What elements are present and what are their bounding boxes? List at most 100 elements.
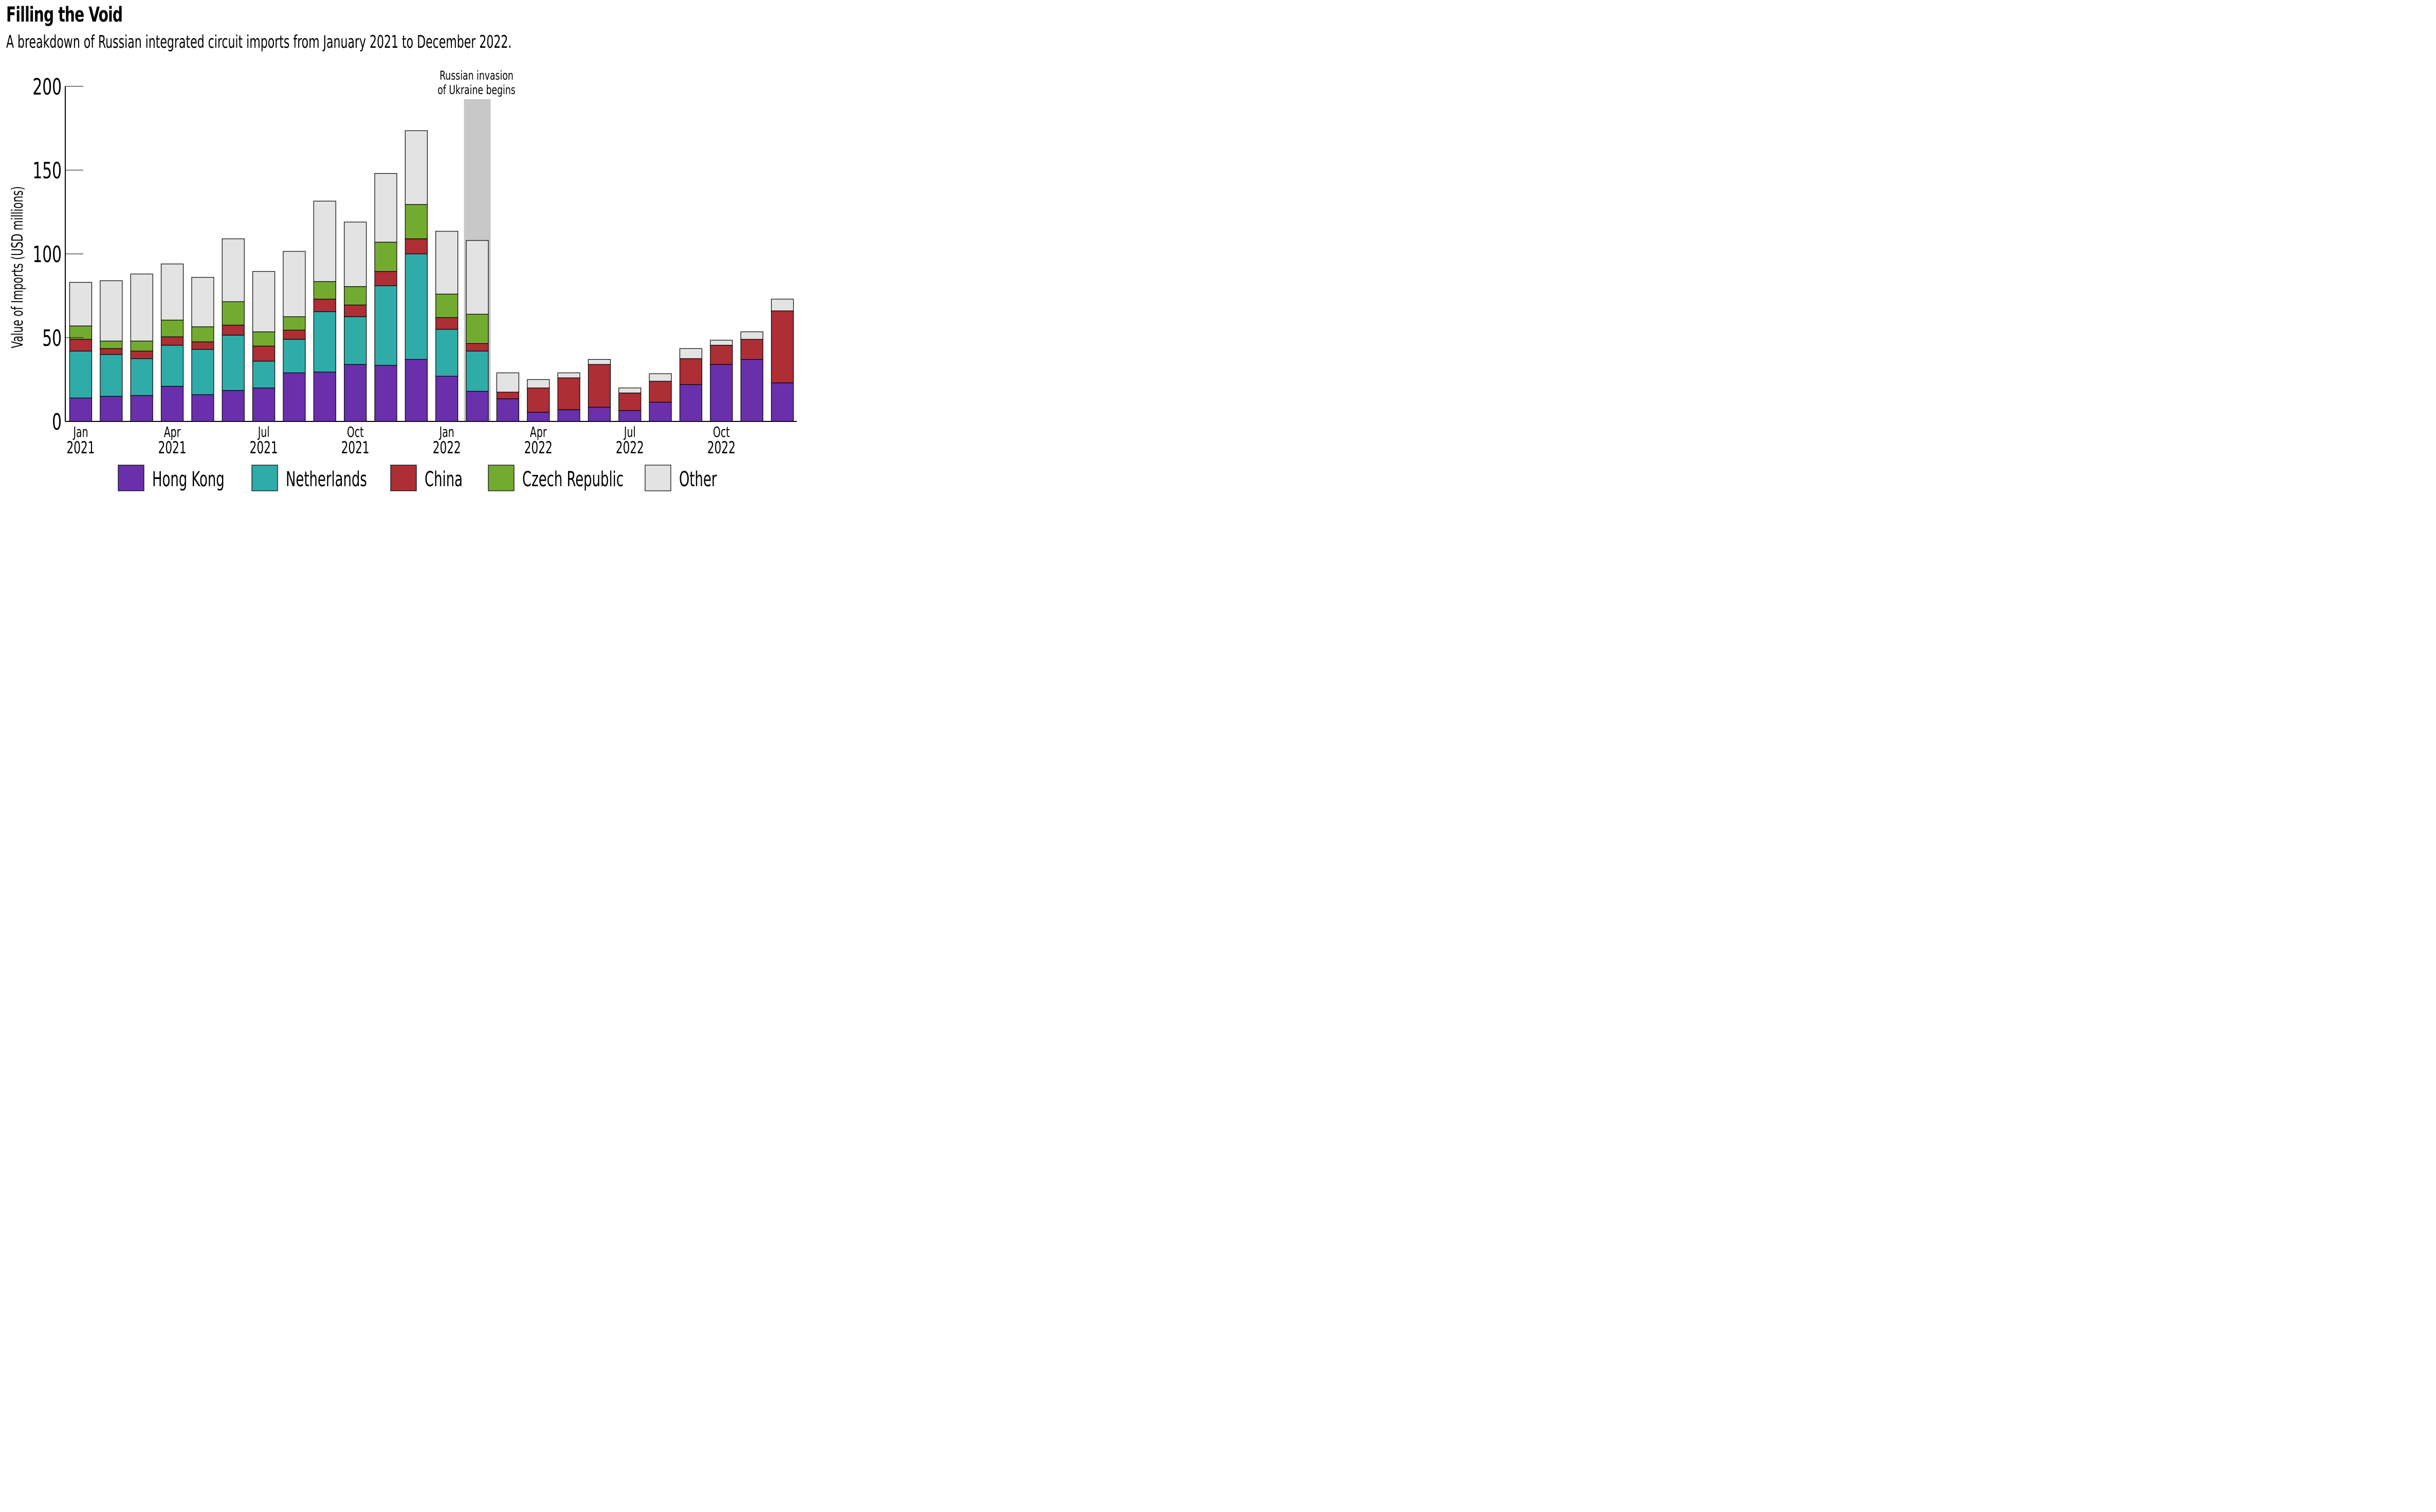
bar-segment-czech-republic	[100, 340, 123, 349]
bar-segment-other	[679, 348, 703, 359]
bar-segment-china	[222, 324, 245, 336]
bar-segment-czech-republic	[160, 320, 184, 337]
bar-segment-hong-kong	[160, 385, 184, 422]
bar-segment-hong-kong	[588, 407, 611, 422]
bar-segment-hong-kong	[100, 396, 123, 422]
bar-segment-czech-republic	[466, 314, 489, 344]
bar-segment-other	[710, 340, 733, 346]
bar-segment-hong-kong	[344, 364, 367, 422]
bar-segment-czech-republic	[191, 326, 214, 342]
legend-swatch	[251, 465, 278, 491]
bar-segment-other	[130, 273, 153, 342]
bar-segment-hong-kong	[69, 397, 93, 422]
bar-stack	[344, 222, 367, 422]
x-tick-label-year: 2021	[250, 438, 278, 457]
bar-segment-czech-republic	[405, 204, 428, 239]
bar-stack	[222, 238, 245, 422]
bar-segment-china	[649, 381, 672, 403]
bar-segment-czech-republic	[313, 281, 336, 300]
legend-label: Czech Republic	[522, 468, 624, 491]
bars	[69, 130, 794, 422]
bar-segment-china	[496, 392, 520, 399]
legend-item-czech-republic: Czech Republic	[488, 465, 624, 491]
legend-swatch	[390, 465, 417, 491]
bar-stack	[740, 331, 763, 422]
bar-segment-netherlands	[313, 311, 336, 373]
bar-stack	[649, 373, 672, 422]
bar-segment-other	[69, 282, 93, 326]
annotation-line-1: Russian invasion	[439, 69, 514, 83]
y-axis-label: Value of Imports (USD millions)	[9, 186, 27, 348]
bar-segment-czech-republic	[283, 316, 306, 330]
annotation: Russian invasion of Ukraine begins	[437, 69, 516, 98]
bar-segment-other	[649, 373, 672, 382]
bar-segment-other	[252, 271, 276, 333]
bar-segment-netherlands	[191, 349, 214, 395]
x-tick-label-month: Jul	[257, 423, 269, 440]
x-tick-label-year: 2022	[524, 438, 553, 457]
bar-segment-czech-republic	[344, 286, 367, 306]
chart-title: Filling the Void	[6, 3, 123, 27]
bar-segment-netherlands	[69, 351, 93, 398]
bar-segment-hong-kong	[191, 394, 214, 422]
bar-segment-china	[69, 339, 93, 352]
bar-segment-china	[618, 392, 642, 411]
x-tick-label-month: Jul	[623, 423, 635, 440]
x-tick-label-month: Oct	[347, 423, 364, 440]
bar-segment-netherlands	[160, 345, 184, 387]
bar-segment-other	[557, 372, 580, 378]
legend-item-hong-kong: Hong Kong	[118, 465, 225, 491]
x-tick-label-month: Apr	[530, 423, 547, 440]
y-tick-label: 0	[52, 409, 62, 435]
bar-stack	[771, 299, 794, 422]
legend-swatch	[118, 465, 144, 491]
y-tick-label: 50	[42, 325, 62, 352]
bar-segment-czech-republic	[374, 242, 397, 272]
bar-segment-china	[466, 343, 489, 352]
bar-segment-hong-kong	[618, 410, 642, 422]
x-tick-label-month: Jan	[72, 423, 88, 440]
bar-stack	[252, 271, 276, 422]
bar-segment-netherlands	[283, 339, 306, 374]
bar-segment-china	[771, 310, 794, 383]
bar-segment-china	[252, 345, 276, 362]
bar-segment-hong-kong	[252, 388, 276, 422]
bar-segment-hong-kong	[649, 401, 672, 422]
bar-segment-hong-kong	[405, 359, 428, 422]
bar-segment-netherlands	[405, 253, 428, 360]
bar-segment-hong-kong	[313, 372, 336, 422]
bar-stack	[557, 372, 580, 422]
y-tick-label: 200	[32, 74, 62, 100]
bar-segment-hong-kong	[466, 391, 489, 422]
bar-stack	[679, 348, 703, 422]
bar-stack	[405, 130, 428, 422]
bar-stack	[100, 280, 123, 422]
bar-segment-netherlands	[252, 361, 276, 389]
bar-segment-china	[405, 238, 428, 254]
legend-swatch	[645, 465, 671, 491]
x-tick-label-year: 2022	[433, 438, 461, 457]
bar-segment-china	[557, 377, 580, 410]
bar-stack	[710, 340, 733, 422]
bar-segment-china	[191, 341, 214, 350]
bar-segment-china	[374, 271, 397, 286]
y-ticks: 0 50 100 150 200	[32, 74, 83, 435]
bar-segment-hong-kong	[130, 395, 153, 422]
legend-swatch	[488, 465, 515, 491]
bar-segment-other	[588, 359, 611, 365]
bar-segment-china	[710, 345, 733, 365]
bar-segment-other	[771, 299, 794, 311]
legend-item-other: Other	[645, 465, 717, 491]
x-tick-label-year: 2021	[158, 438, 187, 457]
bar-segment-hong-kong	[771, 382, 794, 422]
bar-stack	[283, 251, 306, 422]
bar-segment-other	[100, 280, 123, 342]
bar-segment-other	[374, 173, 397, 243]
bar-segment-hong-kong	[527, 412, 550, 422]
bar-segment-other	[313, 200, 336, 282]
bar-segment-hong-kong	[679, 384, 703, 422]
x-tick-label-year: 2021	[341, 438, 370, 457]
x-tick-label-month: Apr	[164, 423, 181, 440]
bar-stack	[496, 372, 520, 422]
bar-segment-hong-kong	[557, 409, 580, 422]
